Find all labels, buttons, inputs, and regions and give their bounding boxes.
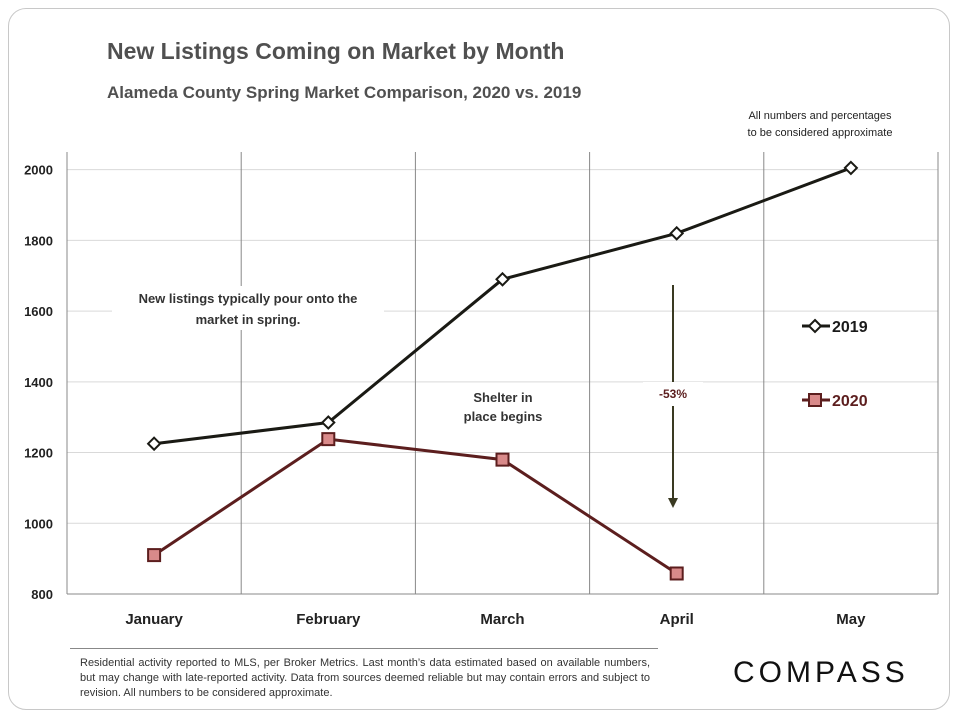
change-arrow-head: [668, 498, 678, 508]
x-tick-label: January: [125, 611, 183, 628]
series-2019-point: [669, 225, 685, 241]
annotation-background: [112, 286, 384, 330]
series-2019-point: [495, 271, 510, 287]
series-2020-line: [153, 437, 678, 575]
annotation-shelter-line-2: place begins: [464, 409, 543, 424]
disclaimer-line-1: All numbers and percentages: [748, 110, 892, 122]
legend-2020-marker: [808, 393, 822, 407]
y-tick-label: 2000: [24, 163, 53, 178]
footnote: Residential activity reported to MLS, pe…: [80, 657, 650, 699]
footnote-divider: [70, 648, 658, 649]
x-tick-label: March: [480, 611, 524, 628]
series-2020-point: [321, 432, 336, 447]
y-tick-label: 1600: [24, 304, 53, 319]
y-tick-label: 1400: [24, 375, 53, 390]
chart-subtitle: Alameda County Spring Market Comparison,…: [107, 83, 582, 102]
series-2020-point: [669, 566, 684, 581]
percent-change-label: -53%: [659, 387, 687, 401]
percent-background: [643, 382, 703, 406]
y-tick-label: 1800: [24, 233, 53, 248]
series-2019-point: [320, 415, 336, 430]
slide-frame: [8, 8, 950, 710]
y-tick-label: 1200: [24, 446, 53, 461]
annotation-shelter-line-1: Shelter in: [473, 390, 532, 405]
annotation-spring-line-2: market in spring.: [196, 312, 301, 327]
legend-2019-marker: [807, 318, 823, 334]
legend-2020-label: 2020: [832, 393, 868, 410]
legend-2019-label: 2019: [832, 319, 868, 336]
series-2019-point: [146, 436, 162, 452]
series-2020-point: [147, 548, 162, 563]
series-2020-point: [495, 452, 510, 467]
y-tick-label: 800: [31, 587, 53, 602]
series-2019-point: [843, 160, 859, 176]
disclaimer-line-2: to be considered approximate: [747, 127, 893, 139]
x-tick-label: May: [836, 611, 866, 628]
y-tick-label: 1000: [24, 516, 53, 531]
compass-logo: COMPASS: [733, 656, 909, 689]
annotation-spring-line-1: New listings typically pour onto the: [139, 291, 358, 306]
disclaimer-top: All numbers and percentages to be consid…: [700, 108, 940, 142]
x-tick-label: February: [296, 611, 361, 628]
chart-title: New Listings Coming on Market by Month: [107, 38, 565, 64]
x-tick-label: April: [660, 611, 694, 628]
